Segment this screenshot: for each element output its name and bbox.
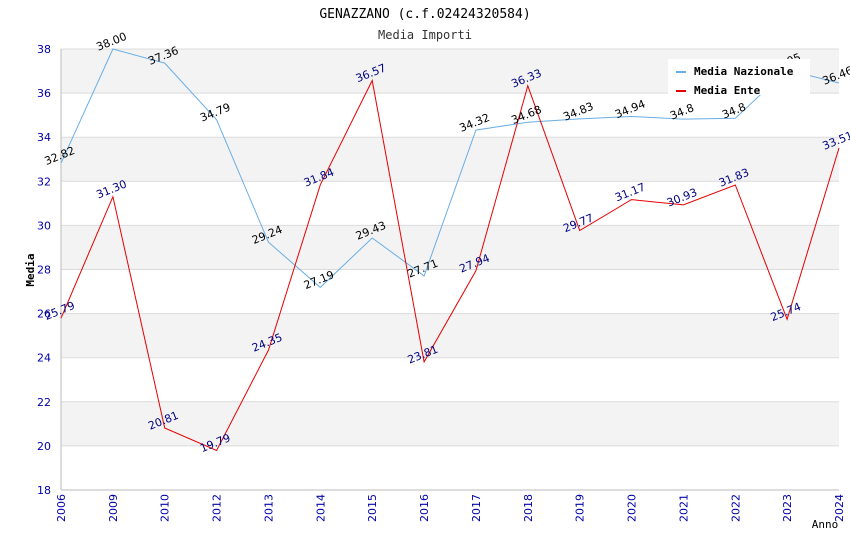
chart-subtitle: Media Importi xyxy=(378,28,472,42)
band-26 xyxy=(61,313,839,358)
x-tick-2024: 2024 xyxy=(833,494,846,522)
x-tick-2010: 2010 xyxy=(159,494,172,522)
band-34 xyxy=(61,137,839,182)
legend-box xyxy=(668,59,810,95)
x-tick-2019: 2019 xyxy=(574,494,587,522)
series-line-media-nazionale xyxy=(60,48,840,289)
y-tick-34: 34 xyxy=(37,131,51,144)
legend-label-media-ente: Media Ente xyxy=(694,84,761,97)
x-tick-2021: 2021 xyxy=(677,494,690,522)
x-tick-labels: 2006 2009 2010 2012 2013 2014 2015 2016 2017 2018… xyxy=(55,494,846,522)
x-axis-label: Anno xyxy=(812,518,839,531)
band-22 xyxy=(61,401,839,446)
x-tick-2023: 2023 xyxy=(781,494,794,522)
series-group xyxy=(60,48,840,452)
background-bands xyxy=(61,49,839,446)
series-line-media-ente xyxy=(60,78,840,452)
data-label-media-nazionale-2012: 34.79 xyxy=(198,101,232,125)
y-tick-38: 38 xyxy=(37,43,51,56)
grid-lines xyxy=(61,48,839,491)
band-30 xyxy=(61,225,839,270)
x-tick-2018: 2018 xyxy=(522,494,535,522)
data-label-media-nazionale-2019: 34.83 xyxy=(561,100,595,124)
y-tick-20: 20 xyxy=(37,440,51,453)
axes xyxy=(60,49,839,491)
x-tick-2015: 2015 xyxy=(366,494,379,522)
y-tick-18: 18 xyxy=(37,484,51,497)
y-tick-26: 26 xyxy=(37,308,51,321)
x-tick-2020: 2020 xyxy=(626,494,639,522)
x-tick-2022: 2022 xyxy=(729,494,742,522)
x-tick-2014: 2014 xyxy=(314,494,327,522)
x-tick-2017: 2017 xyxy=(470,494,483,522)
x-tick-2012: 2012 xyxy=(211,494,224,522)
y-tick-22: 22 xyxy=(37,396,51,409)
y-tick-24: 24 xyxy=(37,352,51,365)
data-label-media-nazionale-2017: 34.32 xyxy=(458,111,492,135)
y-tick-30: 30 xyxy=(37,219,51,232)
x-tick-2009: 2009 xyxy=(107,494,120,522)
data-label-media-nazionale-2018: 34.68 xyxy=(509,103,543,127)
legend-label-media-nazionale: Media Nazionale xyxy=(694,65,794,78)
legend-swatch-media-ente xyxy=(676,90,686,92)
legend: Media Nazionale Media Ente xyxy=(668,59,810,97)
y-axis-label: Media xyxy=(24,253,37,286)
y-tick-labels: 18 20 22 24 26 28 30 32 34 36 38 xyxy=(37,43,51,497)
legend-swatch-media-nazionale xyxy=(676,71,686,73)
data-label-media-nazionale-2020: 34.94 xyxy=(613,97,647,121)
x-tick-2013: 2013 xyxy=(262,494,275,522)
x-tick-2006: 2006 xyxy=(55,494,68,522)
data-label-media-ente-2021: 30.93 xyxy=(665,186,699,210)
y-tick-36: 36 xyxy=(37,87,51,100)
y-tick-28: 28 xyxy=(37,264,51,277)
chart-title: GENAZZANO (c.f.02424320584) xyxy=(319,7,530,22)
y-tick-32: 32 xyxy=(37,175,51,188)
x-tick-2016: 2016 xyxy=(418,494,431,522)
data-label-media-nazionale-2014: 27.19 xyxy=(302,268,336,292)
